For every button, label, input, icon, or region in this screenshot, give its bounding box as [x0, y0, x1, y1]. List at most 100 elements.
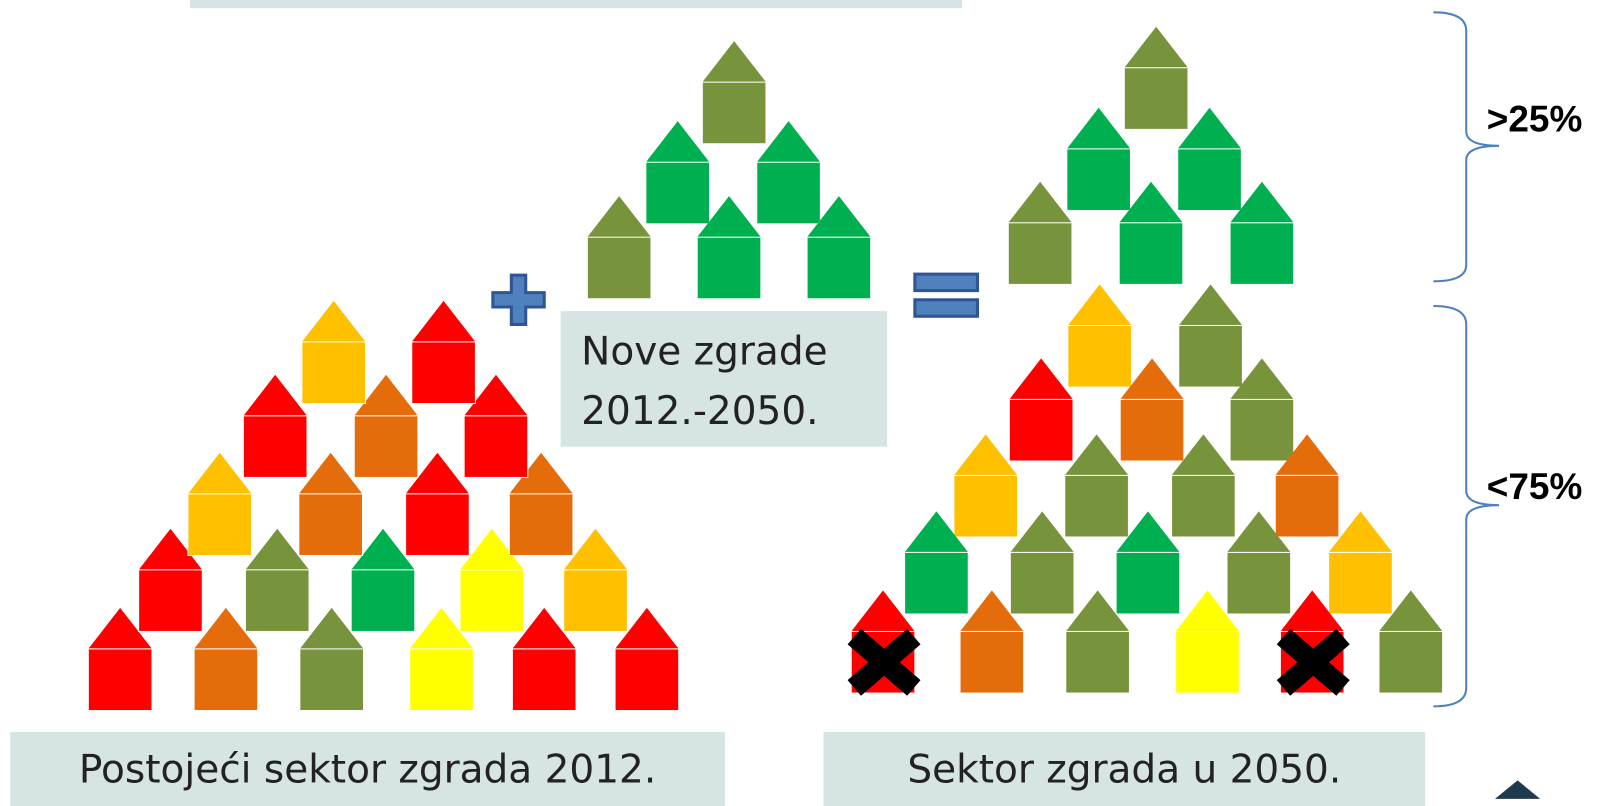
house-part — [301, 300, 366, 342]
house-part — [904, 511, 969, 553]
house — [459, 528, 525, 632]
house-part — [615, 607, 679, 649]
house-part — [756, 121, 821, 163]
house-part — [1226, 511, 1291, 553]
house — [1066, 107, 1131, 211]
brace — [1433, 304, 1500, 708]
house-part — [563, 569, 628, 632]
house-part — [463, 415, 529, 478]
house — [1008, 358, 1074, 462]
equals-sign — [913, 272, 980, 318]
house — [1178, 284, 1243, 388]
house — [1009, 511, 1075, 615]
brace — [1433, 11, 1500, 283]
house-part — [1275, 434, 1339, 476]
existing-box — [10, 732, 725, 806]
house — [563, 528, 628, 632]
house — [696, 196, 762, 300]
house — [138, 528, 203, 632]
house — [959, 590, 1025, 694]
house-part — [187, 493, 253, 556]
house-part — [1177, 148, 1242, 211]
house-part — [851, 590, 915, 632]
house — [756, 121, 821, 225]
house-part — [299, 648, 365, 712]
house-part — [1230, 181, 1294, 223]
house — [350, 528, 416, 632]
house-part — [298, 493, 363, 556]
house-part — [301, 341, 367, 405]
house-part — [1229, 398, 1295, 462]
house — [847, 590, 921, 696]
house-part — [464, 374, 528, 416]
future-box — [823, 732, 1426, 806]
house — [1177, 107, 1242, 211]
house-part — [1065, 590, 1130, 632]
house-part — [508, 493, 574, 556]
house-part — [953, 434, 1018, 476]
house-part — [1274, 474, 1340, 538]
house-part — [756, 161, 821, 225]
house — [1274, 434, 1340, 538]
house — [904, 511, 969, 615]
house-part — [242, 415, 308, 478]
house-part — [1008, 181, 1072, 223]
scroll-arrow[interactable] — [1494, 780, 1541, 799]
house-part — [1119, 398, 1185, 462]
house-part — [1175, 630, 1240, 694]
house-part — [1009, 358, 1073, 400]
house-part — [350, 569, 416, 632]
house-part — [1009, 551, 1075, 615]
house-part — [354, 374, 418, 416]
house-part — [405, 493, 470, 556]
house-part — [511, 648, 577, 712]
share-label: >25% — [1487, 98, 1583, 139]
house-part — [807, 196, 871, 238]
house — [242, 374, 308, 478]
house-part — [1378, 590, 1443, 632]
house-part — [953, 474, 1019, 538]
house-part — [1230, 358, 1294, 400]
house-part — [1066, 148, 1131, 211]
house-part — [645, 121, 710, 163]
house-part — [187, 452, 252, 494]
house-part — [88, 607, 152, 649]
house-part — [1123, 67, 1189, 130]
house — [193, 607, 259, 712]
new-label: Nove zgrade — [581, 329, 827, 374]
house-part — [960, 590, 1024, 632]
house-part — [1124, 26, 1188, 68]
house — [1064, 434, 1129, 538]
house-part — [409, 607, 474, 649]
house-part — [1178, 324, 1243, 388]
house — [298, 452, 363, 556]
house — [1067, 284, 1133, 388]
house-part — [1378, 630, 1444, 694]
house — [187, 452, 253, 556]
house-part — [904, 551, 969, 615]
house — [1115, 511, 1181, 615]
house-part — [1064, 474, 1129, 538]
house — [1065, 590, 1130, 694]
house — [244, 528, 310, 632]
house — [353, 374, 419, 478]
house-part — [1178, 284, 1243, 326]
house-part — [194, 607, 258, 649]
house-part — [1328, 551, 1393, 615]
house — [405, 452, 470, 556]
house-part — [411, 300, 476, 342]
house — [1119, 358, 1185, 462]
house — [463, 374, 529, 478]
house — [301, 300, 367, 405]
house-part — [587, 196, 651, 238]
house — [586, 196, 652, 300]
existing-label: Postojeći sektor zgrada 2012. — [79, 747, 656, 792]
house — [1226, 511, 1292, 615]
house-part — [1065, 630, 1130, 694]
house-part — [245, 528, 310, 570]
house-part — [1171, 474, 1236, 538]
house-part — [1177, 107, 1242, 149]
house-part — [1008, 398, 1074, 462]
house — [1175, 590, 1240, 694]
